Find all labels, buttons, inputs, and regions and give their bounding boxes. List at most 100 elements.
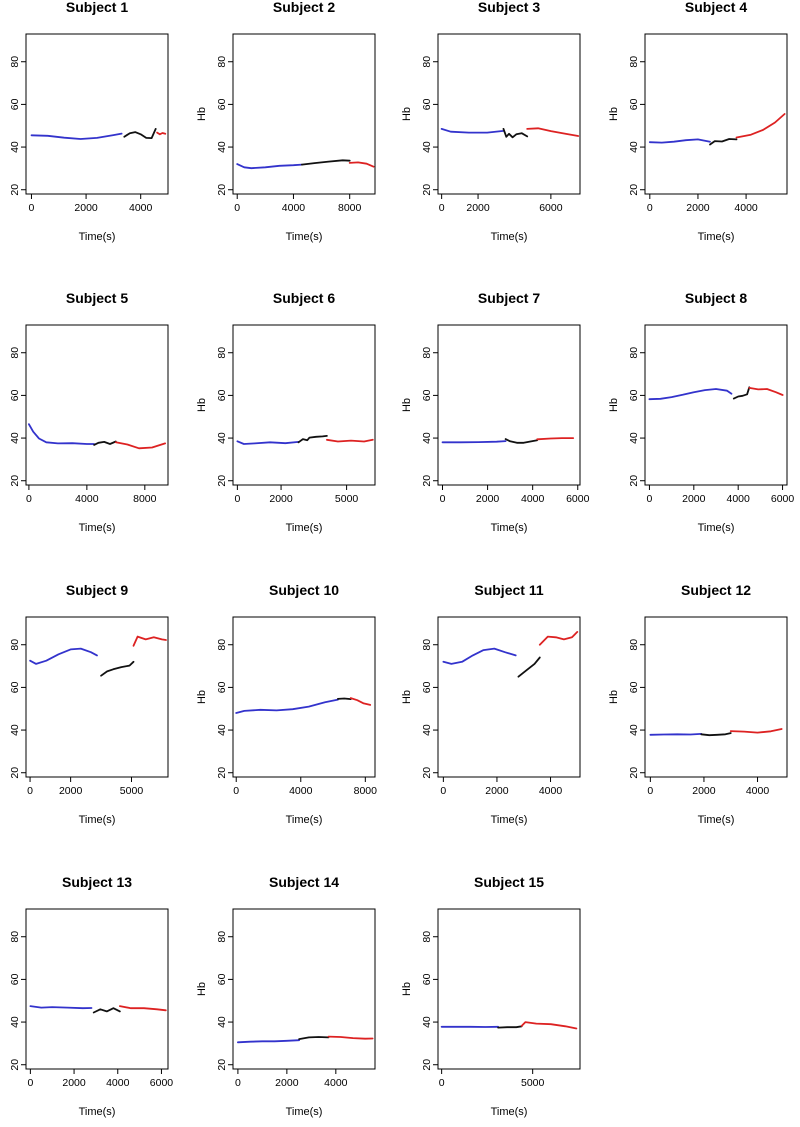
panel-subject-14: Subject 14 20 40 60 80 0 2000 4000 Time(s) Hb bbox=[196, 874, 376, 1118]
y-tick-label: 60 bbox=[216, 973, 228, 985]
x-tick-label: 0 bbox=[647, 202, 653, 214]
x-tick-label: 2000 bbox=[59, 785, 83, 797]
x-tick-label: 8000 bbox=[354, 785, 378, 797]
y-tick-label: 60 bbox=[216, 681, 228, 693]
x-tick-label: 4000 bbox=[106, 1077, 130, 1089]
y-tick-label: 40 bbox=[421, 432, 433, 444]
series-line-red bbox=[526, 127, 580, 137]
series-line-red bbox=[748, 386, 784, 396]
y-axis-label: Hb bbox=[196, 398, 208, 412]
x-tick-label: 6000 bbox=[566, 493, 590, 505]
series-line-red bbox=[325, 438, 374, 443]
y-tick-label: 40 bbox=[421, 141, 433, 153]
y-tick-label: 80 bbox=[216, 639, 228, 651]
x-tick-label: 2000 bbox=[269, 493, 293, 505]
x-tick-label: 4000 bbox=[746, 785, 770, 797]
x-tick-label: 4000 bbox=[727, 493, 751, 505]
panel-subject-11: Subject 11 20 40 60 80 0 2000 4000 Time(s) Hb bbox=[401, 582, 581, 826]
series-line-black bbox=[123, 127, 157, 140]
x-tick-label: 6000 bbox=[150, 1077, 174, 1089]
y-tick-label: 60 bbox=[216, 98, 228, 110]
x-tick-label: 4000 bbox=[539, 785, 563, 797]
x-tick-label: 5000 bbox=[521, 1077, 545, 1089]
series-line-blue bbox=[648, 138, 711, 144]
x-tick-label: 0 bbox=[234, 493, 240, 505]
panel-subject-3: Subject 3 20 40 60 80 0 2000 6000 Time(s) Hb bbox=[401, 0, 581, 243]
x-tick-label: 0 bbox=[440, 493, 446, 505]
panel-title: Subject 13 bbox=[62, 874, 132, 890]
x-tick-label: 0 bbox=[26, 493, 32, 505]
series-line-blue bbox=[29, 1005, 93, 1010]
series-line-black bbox=[336, 697, 352, 700]
x-axis-label: Time(s) bbox=[698, 814, 735, 826]
y-tick-label: 40 bbox=[9, 1016, 21, 1028]
y-tick-label: 80 bbox=[628, 639, 640, 651]
x-tick-label: 6000 bbox=[771, 493, 795, 505]
series-line-blue bbox=[648, 388, 733, 401]
panel-subject-2: Subject 2 20 40 60 80 0 4000 8000 Time(s) Hb bbox=[196, 0, 376, 243]
y-tick-label: 40 bbox=[628, 432, 640, 444]
x-axis-label: Time(s) bbox=[491, 231, 528, 243]
x-axis-label: Time(s) bbox=[286, 814, 323, 826]
x-tick-label: 4000 bbox=[324, 1077, 348, 1089]
series-line-red bbox=[114, 441, 167, 450]
x-tick-label: 2000 bbox=[62, 1077, 86, 1089]
x-tick-label: 4000 bbox=[734, 202, 758, 214]
series-line-blue bbox=[29, 647, 98, 665]
plot-frame bbox=[25, 33, 169, 195]
series-line-red bbox=[729, 728, 783, 734]
series-line-black bbox=[300, 159, 351, 166]
y-tick-label: 80 bbox=[216, 931, 228, 943]
x-axis-label: Time(s) bbox=[286, 522, 323, 534]
plot-frame bbox=[25, 616, 169, 778]
panel-title: Subject 12 bbox=[681, 582, 751, 598]
series-line-black bbox=[504, 438, 539, 444]
plot-frame bbox=[437, 616, 581, 778]
y-tick-label: 20 bbox=[9, 1059, 21, 1071]
y-axis-label: Hb bbox=[608, 690, 620, 704]
y-tick-label: 20 bbox=[421, 475, 433, 487]
x-axis-label: Time(s) bbox=[698, 522, 735, 534]
x-axis-label: Time(s) bbox=[491, 814, 528, 826]
panel-subject-5: Subject 5 20 40 60 80 0 4000 8000 Time(s) Hb bbox=[0, 290, 169, 534]
y-axis-label: Hb bbox=[0, 107, 1, 121]
x-tick-label: 0 bbox=[439, 1077, 445, 1089]
panel-subject-4: Subject 4 20 40 60 80 0 2000 4000 Time(s) Hb bbox=[608, 0, 788, 243]
x-tick-label: 0 bbox=[234, 202, 240, 214]
x-axis-label: Time(s) bbox=[79, 231, 116, 243]
y-tick-label: 60 bbox=[628, 389, 640, 401]
y-tick-label: 20 bbox=[421, 767, 433, 779]
x-tick-label: 4000 bbox=[289, 785, 313, 797]
series-line-red bbox=[327, 1035, 374, 1040]
y-tick-label: 80 bbox=[9, 639, 21, 651]
y-tick-label: 80 bbox=[628, 347, 640, 359]
series-line-red bbox=[119, 1005, 167, 1012]
panel-title: Subject 8 bbox=[685, 290, 747, 306]
y-tick-label: 40 bbox=[216, 432, 228, 444]
series-line-black bbox=[502, 127, 529, 139]
plot-frame bbox=[232, 33, 376, 195]
x-axis-label: Time(s) bbox=[79, 1106, 116, 1118]
y-tick-label: 20 bbox=[628, 475, 640, 487]
series-line-red bbox=[538, 631, 579, 646]
panel-subject-12: Subject 12 20 40 60 80 0 2000 4000 Time(s) Hb bbox=[608, 582, 788, 826]
y-tick-label: 80 bbox=[628, 56, 640, 68]
y-axis-label: Hb bbox=[196, 690, 208, 704]
panel-title: Subject 6 bbox=[273, 290, 335, 306]
x-tick-label: 0 bbox=[233, 785, 239, 797]
x-tick-label: 0 bbox=[27, 785, 33, 797]
x-tick-label: 6000 bbox=[539, 202, 563, 214]
y-tick-label: 20 bbox=[216, 184, 228, 196]
x-axis-label: Time(s) bbox=[698, 231, 735, 243]
x-tick-label: 5000 bbox=[335, 493, 359, 505]
panel-title: Subject 1 bbox=[66, 0, 128, 15]
y-tick-label: 80 bbox=[9, 56, 21, 68]
y-tick-label: 60 bbox=[628, 681, 640, 693]
y-tick-label: 80 bbox=[421, 347, 433, 359]
series-line-blue bbox=[442, 647, 517, 665]
y-tick-label: 60 bbox=[628, 98, 640, 110]
series-line-red bbox=[156, 131, 167, 136]
y-tick-label: 60 bbox=[9, 98, 21, 110]
plot-frame bbox=[644, 616, 788, 778]
x-tick-label: 4000 bbox=[282, 202, 306, 214]
